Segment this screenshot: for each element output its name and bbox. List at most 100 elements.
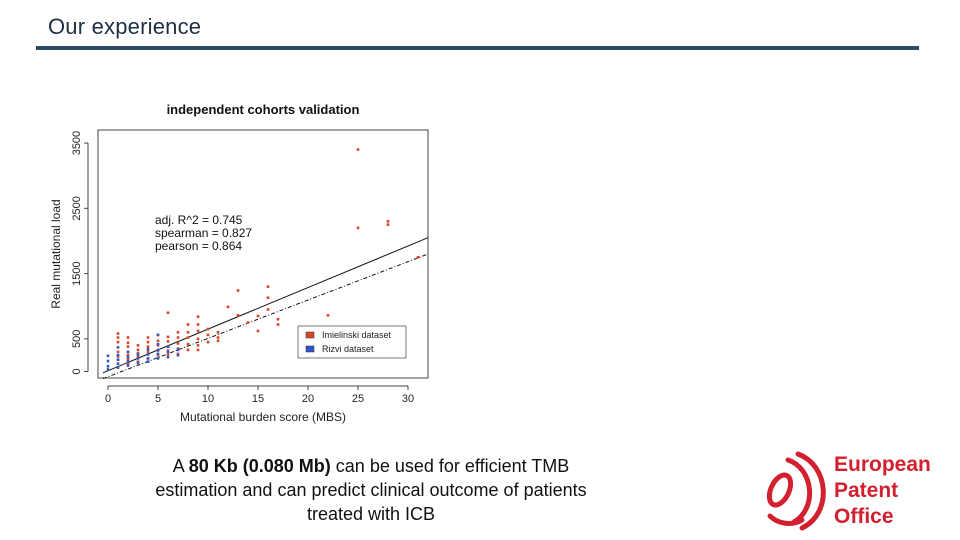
caption: A 80 Kb (0.080 Mb) can be used for effic… — [142, 454, 600, 526]
point-imielinski — [166, 311, 170, 315]
point-imielinski — [236, 289, 240, 292]
point-imielinski — [186, 342, 190, 346]
point-rizvi — [106, 359, 110, 363]
point-imielinski — [196, 323, 200, 326]
scatter-chart: independent cohorts validation 0 500 1500 2… — [49, 102, 429, 424]
point-imielinski — [146, 340, 150, 344]
x-tick-label: 0 — [105, 393, 111, 405]
point-imielinski — [116, 350, 120, 354]
point-imielinski — [146, 336, 150, 339]
point-imielinski — [226, 305, 230, 309]
point-imielinski — [146, 345, 150, 348]
logo-line: European — [834, 453, 931, 476]
point-rizvi — [106, 354, 110, 358]
point-rizvi — [166, 345, 170, 348]
point-imielinski — [166, 349, 170, 352]
legend: Imielinski dataset Rizvi dataset — [297, 325, 407, 359]
x-tick-label: 20 — [302, 393, 314, 405]
x-axis: 0 5 10 15 20 25 30 — [105, 385, 414, 405]
legend-entry: Imielinski dataset — [322, 330, 392, 340]
point-imielinski — [256, 314, 260, 318]
legend-box — [297, 325, 407, 359]
point-imielinski — [266, 285, 270, 288]
point-imielinski — [206, 327, 210, 331]
point-rizvi — [106, 368, 110, 371]
point-rizvi — [156, 357, 160, 360]
point-imielinski — [216, 339, 220, 343]
point-rizvi — [136, 361, 140, 365]
y-tick-label: 500 — [71, 330, 83, 348]
point-imielinski — [176, 331, 180, 334]
point-imielinski — [136, 351, 140, 355]
title-rule — [36, 46, 919, 50]
point-imielinski — [116, 340, 120, 344]
point-imielinski — [416, 255, 420, 259]
point-imielinski — [176, 352, 180, 356]
point-rizvi — [116, 358, 120, 362]
point-imielinski — [356, 226, 360, 230]
stat-annotation: spearman = 0.827 — [155, 226, 252, 240]
point-rizvi — [176, 353, 180, 357]
point-imielinski — [206, 340, 210, 344]
point-rizvi — [156, 348, 160, 352]
point-imielinski — [166, 353, 170, 356]
point-imielinski — [216, 336, 220, 339]
data-points — [106, 148, 420, 371]
point-rizvi — [126, 360, 130, 363]
point-imielinski — [266, 296, 270, 300]
point-rizvi — [116, 366, 120, 369]
point-rizvi — [126, 364, 130, 367]
point-imielinski — [146, 350, 150, 354]
point-rizvi — [116, 346, 120, 349]
point-imielinski — [116, 332, 120, 335]
point-imielinski — [246, 321, 250, 324]
point-imielinski — [116, 355, 120, 358]
slide-title: Our experience — [48, 14, 202, 39]
caption-bold: 80 Kb (0.080 Mb) — [188, 456, 331, 476]
point-imielinski — [196, 344, 200, 347]
point-imielinski — [276, 323, 280, 326]
epo-logo-text: European Patent Office — [834, 452, 931, 530]
point-imielinski — [136, 344, 140, 347]
point-imielinski — [356, 148, 360, 151]
point-imielinski — [166, 335, 170, 339]
epo-logo-mark — [766, 451, 826, 531]
logo-line: Patent — [834, 479, 899, 502]
point-imielinski — [116, 336, 120, 339]
point-imielinski — [156, 344, 160, 347]
x-tick-label: 15 — [252, 393, 264, 405]
point-imielinski — [256, 329, 260, 333]
stat-annotation: pearson = 0.864 — [155, 239, 242, 253]
point-rizvi — [116, 362, 120, 365]
x-tick-label: 10 — [202, 393, 214, 405]
point-imielinski — [126, 341, 130, 345]
epo-logo: European Patent Office — [758, 446, 944, 532]
point-rizvi — [146, 347, 150, 351]
point-imielinski — [186, 348, 190, 352]
point-rizvi — [136, 357, 140, 360]
point-imielinski — [216, 331, 220, 334]
point-imielinski — [186, 323, 190, 326]
point-rizvi — [126, 355, 130, 359]
point-imielinski — [166, 340, 170, 343]
point-imielinski — [196, 348, 200, 352]
point-rizvi — [146, 357, 150, 360]
stat-annotation: adj. R^2 = 0.745 — [155, 213, 243, 227]
legend-swatch — [305, 331, 315, 339]
point-rizvi — [156, 352, 160, 356]
point-imielinski — [276, 317, 280, 321]
chart-title: independent cohorts validation — [167, 102, 360, 117]
point-imielinski — [126, 336, 130, 339]
point-imielinski — [236, 314, 240, 317]
point-rizvi — [146, 360, 150, 363]
point-imielinski — [136, 360, 140, 363]
point-rizvi — [126, 350, 130, 354]
point-rizvi — [106, 364, 110, 368]
point-imielinski — [196, 329, 200, 333]
y-axis: 0 500 1500 2500 3500 — [71, 131, 89, 375]
point-imielinski — [196, 337, 200, 341]
point-imielinski — [156, 353, 160, 357]
point-imielinski — [126, 345, 130, 348]
caption-post: can be used for efficient TMB estimation… — [155, 456, 587, 524]
